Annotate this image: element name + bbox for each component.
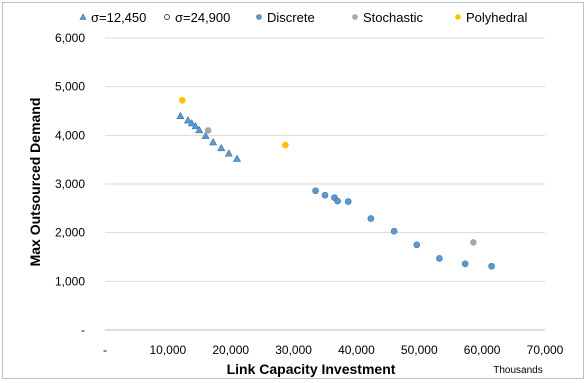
x-tick-label: 50,000 [401, 343, 438, 357]
data-point [334, 197, 341, 205]
data-point [321, 191, 329, 199]
data-points [176, 96, 495, 270]
legend-label: Stochastic [363, 10, 423, 25]
x-axis-units: Thousands [493, 365, 542, 376]
legend-label: Polyhedral [466, 10, 528, 25]
data-point [183, 116, 192, 124]
legend-marker [455, 14, 461, 20]
y-axis-title: Max Outsourced Demand [27, 98, 43, 267]
x-tick-label: 20,000 [212, 343, 249, 357]
x-tick-labels: - 10,000 20,000 30,000 40,000 50,000 60,000 70,… [103, 343, 564, 357]
data-point [209, 138, 218, 146]
data-point [413, 241, 421, 249]
legend-marker [352, 14, 358, 20]
data-point [367, 215, 375, 222]
y-tick-label: - [81, 323, 85, 337]
data-point [461, 260, 469, 268]
legend-item: Stochastic [352, 10, 423, 25]
legend-label: σ=24,900 [175, 10, 230, 25]
legend-marker [79, 13, 87, 20]
legend-label: σ=12,450 [91, 10, 146, 25]
chart-frame [2, 2, 584, 379]
x-tick-label: 40,000 [338, 343, 375, 357]
data-point [344, 198, 352, 205]
data-point [390, 227, 398, 235]
data-point [179, 96, 186, 104]
legend-item: σ=12,450 [79, 10, 146, 25]
data-point [217, 143, 226, 152]
y-tick-label: 6,000 [55, 31, 85, 45]
y-tick-label: 5,000 [55, 80, 85, 94]
y-tick-label: 4,000 [55, 128, 85, 142]
gridlines [105, 37, 545, 282]
x-tick-label: 30,000 [275, 343, 312, 357]
legend-item: Polyhedral [455, 10, 528, 25]
data-point [436, 255, 443, 262]
y-tick-label: 1,000 [55, 274, 85, 288]
data-point [488, 262, 495, 270]
legend-marker [164, 14, 170, 20]
y-tick-label: 2,000 [55, 226, 85, 240]
data-point [176, 111, 185, 119]
legend-item: σ=24,900 [164, 10, 230, 25]
x-tick-label: - [103, 343, 107, 357]
legend-item: Discrete [256, 10, 315, 25]
legend-marker [256, 14, 262, 20]
x-tick-label: 10,000 [150, 343, 187, 357]
data-point [470, 239, 477, 246]
legend-label: Discrete [267, 10, 315, 25]
legend: σ=12,450 σ=24,900 Discrete Stochastic Polyhe… [79, 10, 528, 25]
y-tick-labels: - 1,000 2,000 3,000 4,000 5,000 6,000 [55, 31, 85, 337]
y-tick-label: 3,000 [55, 177, 85, 191]
data-point [204, 127, 212, 134]
data-point [195, 125, 204, 134]
data-point [191, 121, 200, 130]
data-point [201, 131, 210, 139]
data-point [282, 141, 289, 149]
data-point [312, 187, 319, 195]
data-point [187, 119, 196, 127]
x-axis-title: Link Capacity Investment [227, 361, 396, 377]
data-point [232, 154, 242, 162]
x-tick-label: 70,000 [527, 343, 564, 357]
x-tick-label: 60,000 [464, 343, 501, 357]
data-point [224, 149, 233, 157]
